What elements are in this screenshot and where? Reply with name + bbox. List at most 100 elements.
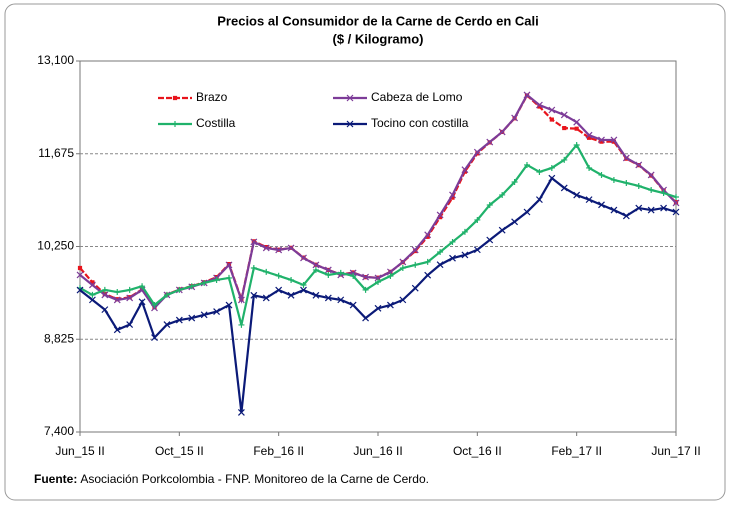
series-marker <box>647 206 655 214</box>
series-marker <box>275 286 283 294</box>
series-marker <box>498 128 506 136</box>
series-marker <box>436 261 444 269</box>
series-marker <box>126 294 134 302</box>
series-marker <box>586 164 593 171</box>
series-marker <box>511 114 519 122</box>
series-marker <box>574 126 579 131</box>
series-marker <box>562 125 567 131</box>
series-marker <box>349 301 357 309</box>
series-marker <box>486 236 494 244</box>
source-note: Fuente: Asociación Porkcolombia - FNP. Mo… <box>34 472 429 486</box>
series-marker <box>549 117 554 122</box>
series-marker <box>524 161 530 168</box>
series-marker <box>324 294 332 302</box>
series-marker <box>437 248 444 255</box>
series-marker <box>673 194 679 201</box>
series-marker <box>660 204 668 212</box>
series-marker <box>312 291 320 299</box>
series-marker <box>101 286 108 293</box>
series-marker <box>325 271 332 278</box>
series-marker <box>288 276 295 283</box>
series-marker <box>287 244 295 252</box>
y-tick-label: 7,400 <box>44 424 74 438</box>
series-marker <box>126 321 134 329</box>
x-tick-label: Jun_16 II <box>353 444 402 458</box>
series-marker <box>535 196 543 204</box>
series-marker <box>635 204 643 212</box>
series-marker <box>350 272 357 279</box>
series-marker <box>324 266 332 274</box>
series-marker <box>337 269 344 276</box>
series-marker <box>362 286 369 293</box>
series-marker <box>635 182 642 189</box>
series-marker <box>362 314 370 322</box>
legend-label: Tocino con costilla <box>371 116 469 130</box>
series-marker <box>337 296 345 304</box>
x-tick-label: Feb_17 II <box>551 444 602 458</box>
series-marker <box>672 199 680 207</box>
series-marker <box>535 101 543 109</box>
series-marker <box>200 311 208 319</box>
series-marker <box>635 161 643 169</box>
series-marker <box>374 304 382 312</box>
series-marker <box>424 258 431 265</box>
series-marker <box>89 291 96 298</box>
series-marker <box>237 409 245 416</box>
series-marker <box>226 274 232 281</box>
series-marker <box>486 138 494 146</box>
series-marker <box>449 191 456 199</box>
series-marker <box>113 296 121 304</box>
series-marker <box>598 201 605 209</box>
series-marker <box>151 301 158 308</box>
series-marker <box>300 281 307 288</box>
series-marker <box>312 266 319 273</box>
series-marker <box>610 206 618 214</box>
series-marker <box>163 321 171 329</box>
legend-label: Brazo <box>196 90 228 104</box>
series-marker <box>399 258 407 266</box>
series-marker <box>660 189 667 196</box>
x-tick-label: Oct_15 II <box>155 444 204 458</box>
series-marker <box>275 272 282 279</box>
series-marker <box>88 281 96 289</box>
series-marker <box>362 273 370 281</box>
series-marker <box>312 261 320 269</box>
series-marker <box>76 286 84 294</box>
series-marker <box>138 298 146 306</box>
series-marker <box>548 106 556 114</box>
series-marker <box>486 201 493 208</box>
series-marker <box>176 286 183 293</box>
series-marker <box>263 268 270 275</box>
legend-label: Costilla <box>196 116 236 130</box>
series-marker <box>411 284 419 292</box>
series-marker <box>473 148 481 156</box>
series-marker <box>573 141 580 148</box>
series-marker <box>536 168 543 175</box>
x-tick-label: Oct_16 II <box>453 444 502 458</box>
series-marker <box>598 136 605 144</box>
series-marker <box>114 289 121 296</box>
series-marker <box>139 283 146 290</box>
series-marker <box>548 174 556 182</box>
y-tick-label: 10,250 <box>37 239 74 253</box>
series-marker <box>151 334 158 342</box>
series-marker <box>250 264 257 271</box>
series-marker <box>560 184 568 192</box>
series-marker <box>411 246 419 254</box>
series-marker <box>175 316 183 324</box>
source-label: Fuente: <box>34 472 77 486</box>
series-marker <box>113 326 121 334</box>
series-marker <box>424 231 432 239</box>
series-marker <box>560 111 568 119</box>
legend-marker <box>172 95 178 101</box>
series-marker <box>188 283 195 290</box>
series-marker <box>262 294 270 302</box>
series-marker <box>101 306 109 314</box>
series-marker <box>225 261 233 269</box>
y-tick-label: 11,675 <box>38 146 74 160</box>
series-marker <box>461 166 469 174</box>
y-tick-label: 13,100 <box>37 53 74 67</box>
series-marker <box>573 191 581 199</box>
series-marker <box>585 131 593 139</box>
